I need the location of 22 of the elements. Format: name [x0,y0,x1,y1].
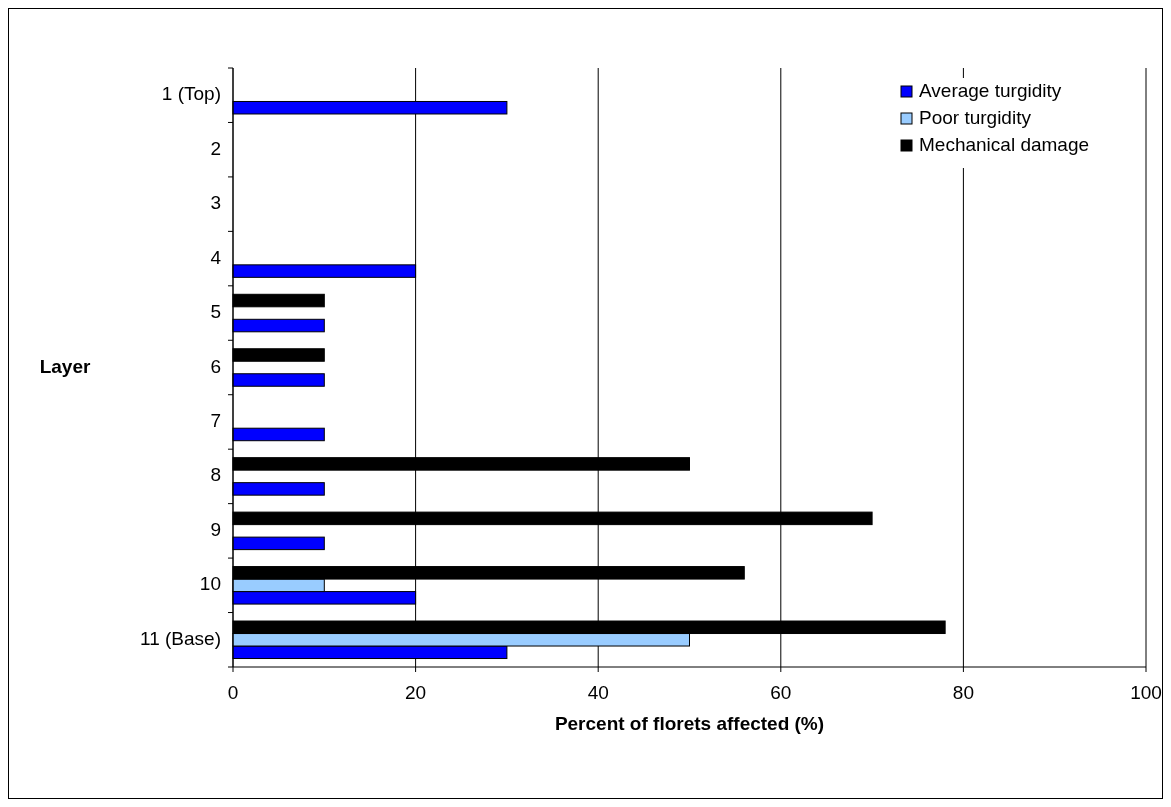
x-tick-label: 100 [1130,682,1162,703]
y-tick-label: 5 [210,301,221,323]
x-tick-label: 60 [770,682,792,703]
x-axis-title: Percent of florets affected (%) [554,713,825,734]
y-tick-label: 11 (Base) [140,627,221,649]
y-tick-label: 3 [210,192,221,214]
y-tick-label: 1 (Top) [161,83,221,105]
y-tick-label: 9 [210,518,221,540]
legend-label: Mechanical damage [919,134,1090,155]
y-axis-title: Layer [39,355,91,377]
y-tick-label: 8 [210,464,221,486]
x-tick-label: 80 [952,682,974,703]
y-tick-label: 4 [210,246,222,268]
y-tick-label: 7 [210,409,221,431]
y-tick-label: 10 [199,573,221,595]
y-tick-label: 2 [210,137,221,159]
x-tick-label: 0 [227,682,239,703]
x-tick-label: 20 [405,682,427,703]
legend-label: Average turgidity [919,80,1062,101]
legend-label: Poor turgidity [919,107,1032,128]
x-tick-label: 40 [587,682,609,703]
y-tick-label: 6 [210,355,221,377]
